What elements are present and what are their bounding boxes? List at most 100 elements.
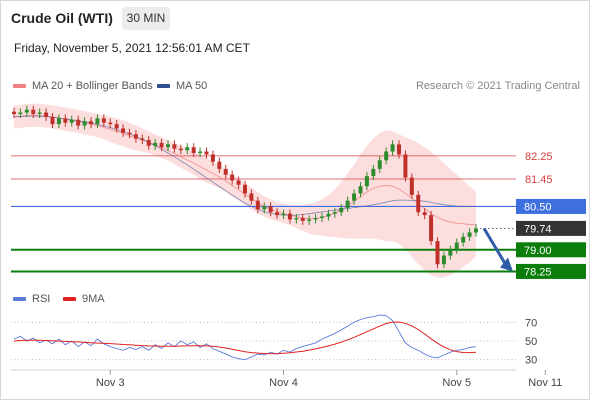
forecast-arrow [482, 227, 513, 272]
candle-body [287, 213, 292, 220]
candle-body [24, 109, 29, 113]
candle-body [268, 206, 273, 213]
price-level-label: 81.45 [525, 174, 553, 186]
candle-body [56, 118, 61, 125]
legend-ma50-label: MA 50 [176, 80, 208, 92]
candle-body [281, 213, 286, 216]
candle-body [172, 144, 177, 149]
candle-body [18, 112, 23, 114]
candle-body [358, 186, 363, 194]
candle-body [294, 218, 299, 220]
candle-body [262, 206, 267, 210]
candle-body [153, 142, 158, 146]
rsi-panel: 70 50 30 [11, 314, 537, 367]
candle-body [127, 132, 132, 135]
candle-body [364, 176, 369, 187]
candle-body [441, 255, 446, 265]
candle-body [313, 218, 318, 220]
candle-body [390, 144, 395, 152]
price-level-badge [516, 242, 586, 258]
candle-body [416, 194, 421, 213]
price-level-badge [516, 198, 586, 214]
candle-body [178, 148, 183, 151]
candle-body [345, 200, 350, 208]
candle-body [300, 218, 305, 221]
rsi-tick-label: 30 [525, 355, 537, 367]
research-credit: Research © 2021 Trading Central [415, 80, 580, 92]
candle-body [191, 147, 196, 153]
candle-body [82, 121, 87, 126]
timeframe-badge[interactable]: 30 MIN [122, 7, 170, 30]
timestamp: Friday, November 5, 2021 12:56:01 AM CET [14, 41, 250, 55]
candle-body [50, 116, 55, 125]
price-level-label: 79.00 [524, 245, 552, 257]
candle-body [448, 249, 453, 256]
legend-rsi-ma-label: 9MA [82, 293, 105, 305]
time-axis: Nov 3 Nov 4 Nov 5 Nov 11 [11, 369, 562, 389]
candle-body [397, 144, 401, 155]
candle-body [236, 180, 241, 185]
candle-body [69, 119, 74, 123]
legend-rsi-ma: 9MA [63, 293, 105, 305]
price-level-label: 82.25 [525, 151, 553, 163]
legend-rsi-label: RSI [32, 293, 51, 305]
time-tick-label: Nov 5 [442, 377, 471, 389]
legend-ma20-label: MA 20 + Bollinger Bands [32, 80, 153, 92]
candle-body [31, 109, 36, 114]
candle-body [377, 160, 382, 169]
candle-body [63, 118, 68, 123]
candle-body [140, 138, 145, 140]
candle-body [12, 111, 16, 114]
candle-body [422, 212, 427, 216]
candle-body [454, 242, 459, 250]
candle-body [95, 118, 100, 125]
candle-body [332, 212, 337, 214]
forecast-arrow-shaft [482, 227, 508, 266]
candlesticks [12, 105, 478, 269]
candle-body [474, 228, 478, 233]
candle-body [223, 168, 228, 175]
candle-body [121, 128, 126, 133]
candle-body [44, 112, 49, 117]
legend-ma50: MA 50 [157, 80, 207, 92]
candle-body [108, 122, 113, 125]
rsi-swatch [13, 297, 26, 302]
candle-body [159, 142, 164, 148]
time-tick-label: Nov 11 [528, 377, 562, 389]
candle-body [320, 216, 324, 218]
candle-body [255, 200, 260, 210]
rsi-tick-label: 50 [525, 336, 537, 348]
rsi-ma-line [13, 321, 477, 355]
rsi-line [13, 314, 477, 361]
legend-rsi: RSI [13, 293, 50, 305]
ma20-swatch [13, 84, 26, 89]
candle-body [461, 236, 466, 243]
candle-body [409, 177, 414, 195]
candle-body [243, 184, 247, 194]
candle-body [76, 119, 81, 126]
candle-body [185, 147, 190, 151]
rsi-tick-label: 70 [525, 317, 537, 329]
candle-body [204, 151, 209, 155]
candle-body [435, 241, 440, 265]
forecast-arrowhead [500, 257, 513, 272]
candle-body [210, 154, 215, 162]
price-level-badge [516, 220, 586, 236]
candle-body [275, 212, 280, 216]
candle-body [37, 112, 42, 114]
price-level-label: 78.25 [524, 266, 552, 278]
candle-body [339, 207, 344, 213]
price-level-label: 80.50 [524, 201, 552, 213]
candle-body [326, 213, 331, 217]
candle-body [352, 193, 357, 201]
candle-body [249, 193, 254, 201]
candle-body [198, 151, 203, 153]
price-level-badge [516, 263, 586, 279]
candle-body [230, 174, 235, 181]
candle-body [217, 161, 222, 169]
candle-body [101, 118, 106, 123]
rsi-ma-swatch [63, 297, 76, 302]
legend-ma20: MA 20 + Bollinger Bands [13, 80, 153, 92]
candle-body [89, 121, 93, 125]
